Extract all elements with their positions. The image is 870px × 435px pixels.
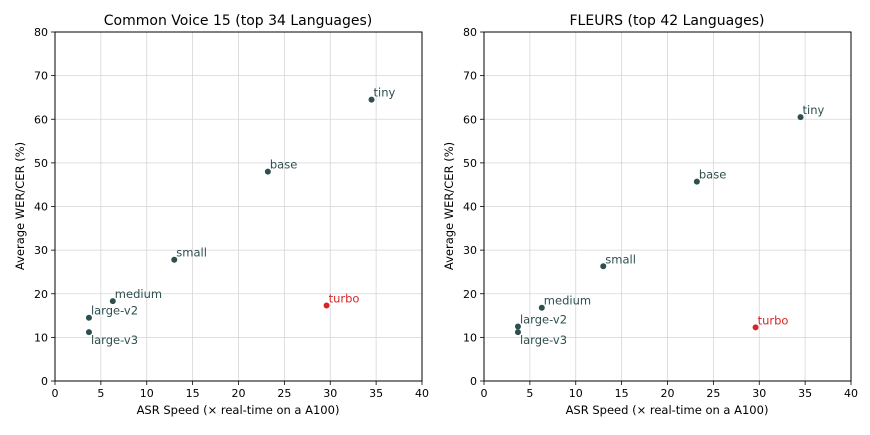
scatter-point-tiny: [797, 114, 804, 121]
x-tick-label: 10: [140, 387, 154, 400]
y-tick-label: 70: [463, 70, 477, 83]
grid: [483, 31, 852, 382]
x-tick-label: 25: [706, 387, 720, 400]
y-axis: 0 10 20 30 40 50 60 70 80: [463, 26, 484, 388]
x-tick-label: 15: [615, 387, 629, 400]
point-label-base: base: [270, 158, 297, 172]
x-tick-label: 40: [844, 387, 858, 400]
x-tick-label: 25: [277, 387, 291, 400]
point-label-turbo: turbo: [329, 292, 360, 306]
x-axis: 0 5 10 15 20 25 30 35 40: [481, 381, 858, 400]
x-tick-label: 35: [369, 387, 383, 400]
point-label-large-v3: large-v3: [91, 333, 138, 347]
point-label-turbo: turbo: [758, 313, 789, 327]
point-label-large-v2: large-v2: [91, 304, 138, 318]
x-tick-label: 30: [323, 387, 337, 400]
scatter-point-medium: [538, 304, 545, 311]
scatter-point-large-v3: [85, 329, 92, 336]
point-label-medium: medium: [115, 287, 162, 301]
x-tick-label: 5: [526, 387, 533, 400]
x-tick-label: 10: [569, 387, 583, 400]
y-tick-label: 80: [34, 26, 48, 39]
x-tick-label: 0: [481, 387, 488, 400]
y-axis-label: Average WER/CER (%): [13, 142, 27, 270]
y-tick-label: 50: [34, 157, 48, 170]
y-tick-label: 0: [41, 375, 48, 388]
y-tick-label: 40: [463, 201, 477, 214]
y-tick-label: 30: [463, 244, 477, 257]
x-tick-label: 30: [752, 387, 766, 400]
point-label-large-v2: large-v2: [520, 312, 567, 326]
scatter-point-small: [600, 263, 607, 270]
x-tick-label: 15: [186, 387, 200, 400]
scatter-point-small: [171, 256, 178, 263]
scatter-point-large-v2: [85, 314, 92, 321]
y-tick-label: 20: [463, 288, 477, 301]
point-label-tiny: tiny: [803, 103, 825, 117]
scatter-point-base: [693, 178, 700, 185]
scatter-point-turbo: [752, 324, 759, 331]
y-tick-label: 80: [463, 26, 477, 39]
point-label-large-v3: large-v3: [520, 333, 567, 347]
y-tick-label: 60: [34, 113, 48, 126]
scatter-point-tiny: [368, 96, 375, 103]
scatter-points: tiny base small medium large-v2 large-v3 turbo: [514, 103, 825, 347]
x-axis: 0 5 10 15 20 25 30 35 40: [52, 381, 429, 400]
scatter-point-large-v3: [514, 329, 521, 336]
y-tick-label: 40: [34, 201, 48, 214]
point-label-tiny: tiny: [374, 86, 396, 100]
chart-panel-common-voice: Common Voice 15 (top 34 Languages) 0 5 10 1…: [13, 13, 429, 417]
scatter-point-medium: [109, 298, 116, 305]
point-label-small: small: [176, 246, 207, 260]
x-tick-label: 0: [52, 387, 59, 400]
x-tick-label: 20: [232, 387, 246, 400]
grid: [54, 31, 423, 382]
y-tick-label: 60: [463, 113, 477, 126]
y-tick-label: 30: [34, 244, 48, 257]
y-tick-label: 50: [463, 157, 477, 170]
y-tick-label: 10: [34, 331, 48, 344]
x-axis-label: ASR Speed (× real-time on a A100): [566, 403, 769, 417]
x-axis-label: ASR Speed (× real-time on a A100): [137, 403, 340, 417]
scatter-point-turbo: [323, 302, 330, 309]
chart-title: Common Voice 15 (top 34 Languages): [104, 13, 372, 29]
y-axis-label: Average WER/CER (%): [442, 142, 456, 270]
point-label-base: base: [699, 168, 726, 182]
y-tick-label: 0: [470, 375, 477, 388]
point-label-medium: medium: [544, 294, 591, 308]
scatter-point-large-v2: [514, 323, 521, 330]
point-label-small: small: [605, 252, 636, 266]
scatter-points: tiny base small medium large-v2 large-v3 turbo: [85, 86, 396, 347]
x-tick-label: 40: [415, 387, 429, 400]
chart-title: FLEURS (top 42 Languages): [570, 13, 765, 29]
chart-panel-fleurs: FLEURS (top 42 Languages) 0 5 10 15 20 25 30 35…: [442, 13, 858, 417]
y-axis: 0 10 20 30 40 50 60 70 80: [34, 26, 55, 388]
scatter-point-base: [264, 168, 271, 175]
x-tick-label: 5: [97, 387, 104, 400]
y-tick-label: 70: [34, 70, 48, 83]
x-tick-label: 35: [798, 387, 812, 400]
y-tick-label: 10: [463, 331, 477, 344]
x-tick-label: 20: [661, 387, 675, 400]
y-tick-label: 20: [34, 288, 48, 301]
